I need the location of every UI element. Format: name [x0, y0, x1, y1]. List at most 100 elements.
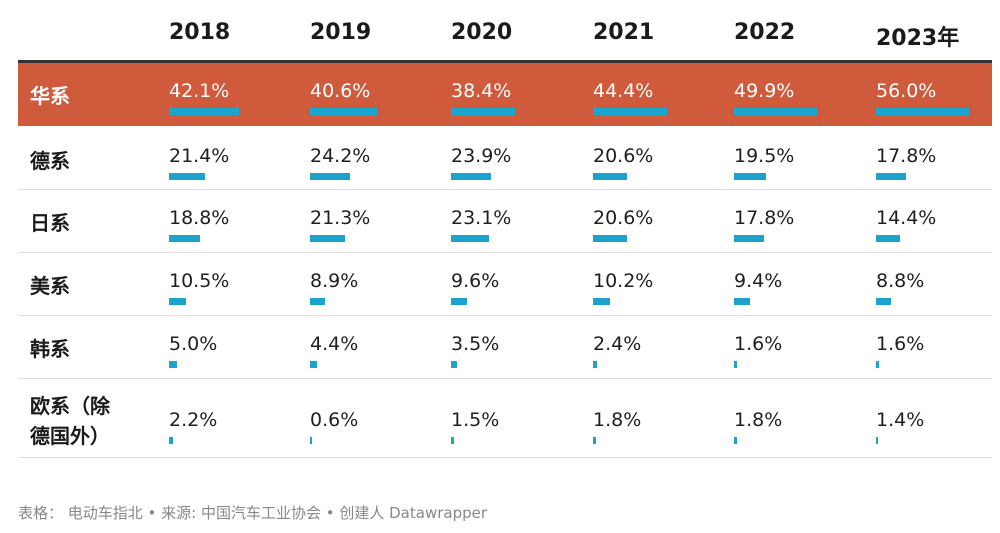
cell-value: 3.5%	[451, 333, 500, 355]
cell-bar	[593, 361, 597, 368]
cell-value: 1.6%	[876, 333, 925, 355]
row-label: 欧系（除德国外）	[30, 394, 110, 448]
row-label: 美系	[30, 274, 70, 298]
table-cell: 49.9%	[734, 80, 854, 115]
table-cell: 1.4%	[876, 409, 996, 444]
cell-value: 8.8%	[876, 270, 925, 292]
table-row: 华系 42.1% 40.6% 38.4% 44.4% 49.9% 56.0%	[18, 63, 992, 126]
cell-bar	[451, 361, 457, 368]
cell-value: 21.4%	[169, 145, 230, 167]
table-cell: 14.4%	[876, 207, 996, 242]
cell-bar	[169, 361, 178, 368]
table-cell: 40.6%	[310, 80, 430, 115]
cell-bar	[593, 437, 596, 444]
table-cell: 21.3%	[310, 207, 430, 242]
table-cell: 20.6%	[593, 145, 713, 180]
cell-bar	[593, 108, 667, 115]
cell-value: 8.9%	[310, 270, 359, 292]
cell-value: 9.6%	[451, 270, 500, 292]
cell-value: 21.3%	[310, 207, 371, 229]
table-row: 日系 18.8% 21.3% 23.1% 20.6% 17.8% 14.4%	[18, 190, 992, 253]
cell-value: 5.0%	[169, 333, 218, 355]
table-row: 欧系（除德国外） 2.2% 0.6% 1.5% 1.8% 1.8% 1.4%	[18, 379, 992, 458]
cell-bar	[310, 108, 378, 115]
table-cell: 1.6%	[734, 333, 854, 368]
cell-bar	[310, 298, 325, 305]
cell-value: 2.2%	[169, 409, 218, 431]
cell-value: 40.6%	[310, 80, 371, 102]
cell-value: 0.6%	[310, 409, 359, 431]
cell-bar	[876, 108, 969, 115]
cell-value: 4.4%	[310, 333, 359, 355]
column-header: 2021	[593, 20, 655, 45]
cell-bar	[169, 437, 173, 444]
table-cell: 8.9%	[310, 270, 430, 305]
cell-value: 10.2%	[593, 270, 654, 292]
table-footer: 表格： 电动车指北 • 来源: 中国汽车工业协会 • 创建人 Datawrapp…	[18, 504, 488, 522]
table-cell: 1.8%	[593, 409, 713, 444]
table-cell: 10.2%	[593, 270, 713, 305]
table-cell: 10.5%	[169, 270, 289, 305]
column-header: 2020	[451, 20, 513, 45]
table-cell: 24.2%	[310, 145, 430, 180]
cell-bar	[169, 108, 239, 115]
row-label: 德系	[30, 149, 70, 173]
table-cell: 20.6%	[593, 207, 713, 242]
cell-value: 24.2%	[310, 145, 371, 167]
table-body: 华系 42.1% 40.6% 38.4% 44.4% 49.9% 56.0% 德系 21.4% 2…	[18, 63, 992, 458]
cell-value: 44.4%	[593, 80, 654, 102]
cell-bar	[593, 235, 628, 242]
column-header: 2019	[310, 20, 372, 45]
table-cell: 0.6%	[310, 409, 430, 444]
cell-bar	[310, 437, 312, 444]
table-cell: 38.4%	[451, 80, 571, 115]
cell-bar	[734, 108, 817, 115]
cell-bar	[734, 235, 764, 242]
cell-bar	[451, 173, 491, 180]
table-cell: 9.6%	[451, 270, 571, 305]
table-cell: 21.4%	[169, 145, 289, 180]
cell-bar	[876, 361, 879, 368]
cell-bar	[593, 298, 610, 305]
table-cell: 18.8%	[169, 207, 289, 242]
cell-value: 1.6%	[734, 333, 783, 355]
table-cell: 8.8%	[876, 270, 996, 305]
table-cell: 1.5%	[451, 409, 571, 444]
cell-value: 14.4%	[876, 207, 937, 229]
row-label: 日系	[30, 211, 70, 235]
cell-bar	[169, 173, 205, 180]
cell-value: 1.8%	[593, 409, 642, 431]
cell-bar	[169, 235, 201, 242]
cell-bar	[310, 361, 318, 368]
cell-value: 23.9%	[451, 145, 512, 167]
table-cell: 5.0%	[169, 333, 289, 368]
table-cell: 1.6%	[876, 333, 996, 368]
cell-value: 23.1%	[451, 207, 512, 229]
table-cell: 44.4%	[593, 80, 713, 115]
cell-bar	[451, 235, 490, 242]
cell-bar	[451, 298, 467, 305]
column-header: 2022	[734, 20, 796, 45]
table-cell: 3.5%	[451, 333, 571, 368]
table-cell: 4.4%	[310, 333, 430, 368]
table-cell: 9.4%	[734, 270, 854, 305]
cell-bar	[876, 437, 879, 444]
cell-value: 2.4%	[593, 333, 642, 355]
cell-value: 17.8%	[876, 145, 937, 167]
cell-value: 10.5%	[169, 270, 230, 292]
cell-value: 38.4%	[451, 80, 512, 102]
cell-value: 42.1%	[169, 80, 230, 102]
cell-value: 49.9%	[734, 80, 795, 102]
cell-value: 56.0%	[876, 80, 937, 102]
cell-bar	[734, 173, 767, 180]
cell-bar	[876, 298, 891, 305]
row-label: 韩系	[30, 337, 70, 361]
cell-bar	[734, 437, 737, 444]
cell-bar	[169, 298, 187, 305]
cell-bar	[451, 108, 515, 115]
cell-value: 1.4%	[876, 409, 925, 431]
table-cell: 1.8%	[734, 409, 854, 444]
data-table: 2018 2019 2020 2021 2022 2023年 华系 42.1% 40.6% 38…	[18, 0, 992, 458]
table-cell: 17.8%	[734, 207, 854, 242]
table-cell: 42.1%	[169, 80, 289, 115]
